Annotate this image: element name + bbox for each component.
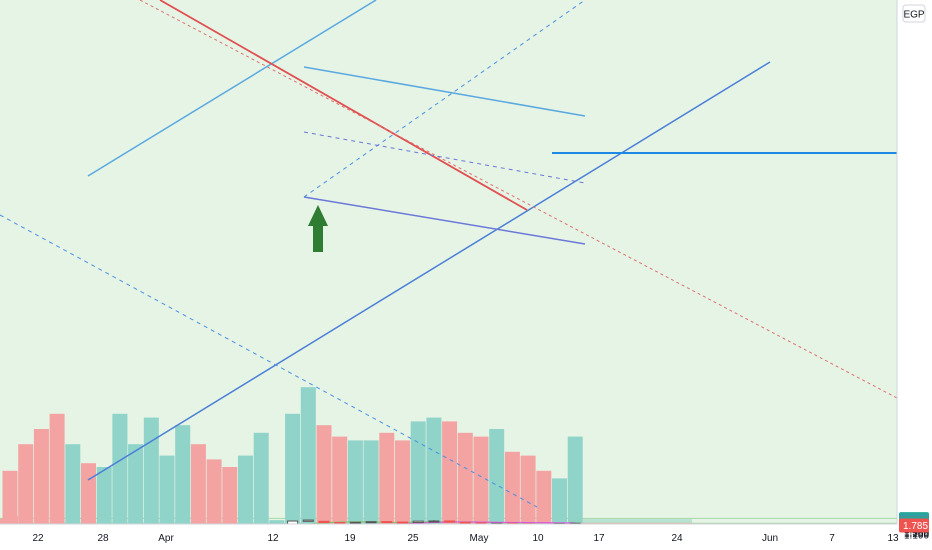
volume-bar — [190, 444, 206, 524]
volume-bar — [222, 467, 238, 524]
currency-text: EGP — [903, 10, 924, 21]
candle-up — [302, 519, 314, 522]
time-axis-panel — [0, 524, 932, 550]
x-tick-label: 24 — [671, 533, 683, 544]
volume-bar — [410, 421, 426, 524]
volume-bar — [112, 413, 128, 524]
candle-up — [412, 520, 424, 524]
volume-bar — [238, 455, 253, 524]
volume-bar — [33, 429, 49, 524]
volume-bars — [0, 387, 583, 524]
volume-bar — [300, 387, 316, 524]
volume-bar — [96, 467, 112, 524]
x-tick-label: 25 — [407, 533, 419, 544]
x-tick-label: 13 — [887, 533, 899, 544]
x-tick-label: 10 — [532, 533, 544, 544]
volume-bar — [379, 432, 395, 524]
volume-bar — [159, 455, 175, 524]
volume-bar — [567, 436, 583, 524]
signal-arrow-head — [308, 205, 328, 226]
dashed-channel-line[interactable] — [303, 0, 586, 198]
volume-bar — [426, 417, 442, 524]
falling-trendline-extension[interactable] — [139, 0, 898, 399]
currency-label[interactable]: EGP — [902, 4, 926, 23]
candle-down — [318, 520, 330, 524]
y-tick-label: 1.200 — [904, 529, 929, 540]
candle-up — [428, 520, 440, 523]
y-tick-label: 1.100 — [904, 531, 929, 542]
price-badge — [899, 518, 929, 533]
candle-down — [444, 520, 456, 523]
volume-bar — [363, 440, 379, 524]
signal-arrow-shaft — [313, 225, 323, 252]
price-badge-label: 1.785 — [903, 521, 928, 532]
currency-box — [902, 4, 926, 23]
volume-bar — [253, 432, 269, 524]
volume-bar — [316, 425, 332, 524]
volume-bar — [442, 421, 458, 524]
volume-bar — [504, 451, 520, 524]
volume-bar — [285, 413, 301, 524]
volume-bar — [552, 478, 567, 524]
volume-bar — [347, 440, 363, 524]
x-tick-label: 12 — [267, 533, 279, 544]
candle-down — [459, 521, 471, 524]
volume-bar — [175, 425, 191, 524]
rising-channel-line[interactable] — [87, 0, 377, 177]
x-tick-label: 17 — [593, 533, 605, 544]
volume-bar — [473, 436, 489, 524]
volume-bar — [128, 444, 144, 524]
lower-wedge-line[interactable] — [303, 196, 586, 245]
price-axis-panel — [897, 0, 932, 550]
volume-bar — [206, 459, 222, 524]
upper-wedge-line[interactable] — [303, 66, 586, 117]
x-tick-label: 19 — [344, 533, 356, 544]
volume-bar — [489, 429, 505, 524]
dashed-lower-channel[interactable] — [0, 214, 538, 508]
candle-down — [381, 521, 393, 524]
x-tick-label: May — [470, 533, 489, 544]
y-tick-label: 1.300 — [904, 528, 929, 539]
x-tick-label: 7 — [829, 533, 835, 544]
volume-bar — [332, 436, 348, 524]
volume-bar — [81, 463, 96, 524]
x-tick-label: Jun — [762, 533, 778, 544]
volume-bar — [18, 444, 34, 524]
volume-bar — [49, 413, 65, 524]
volume-bar — [520, 455, 536, 524]
volume-bar — [457, 432, 473, 524]
falling-trendline[interactable] — [159, 0, 528, 211]
x-tick-label: 22 — [32, 533, 44, 544]
x-tick-label: Apr — [158, 533, 174, 544]
candle-down — [334, 522, 346, 525]
volume-bar — [395, 440, 410, 524]
candle-up — [365, 521, 377, 524]
volume-bar — [65, 444, 81, 524]
candle-down — [397, 521, 408, 524]
rising-trendline[interactable] — [87, 61, 771, 481]
volume-bar — [143, 417, 159, 524]
target-zone[interactable] — [568, 519, 692, 523]
x-tick-label: 28 — [97, 533, 109, 544]
volume-bar — [0, 516, 18, 524]
volume-bar — [536, 470, 552, 524]
candle-up — [349, 521, 361, 524]
volume-bar — [2, 470, 18, 524]
volume-bar — [269, 520, 285, 524]
